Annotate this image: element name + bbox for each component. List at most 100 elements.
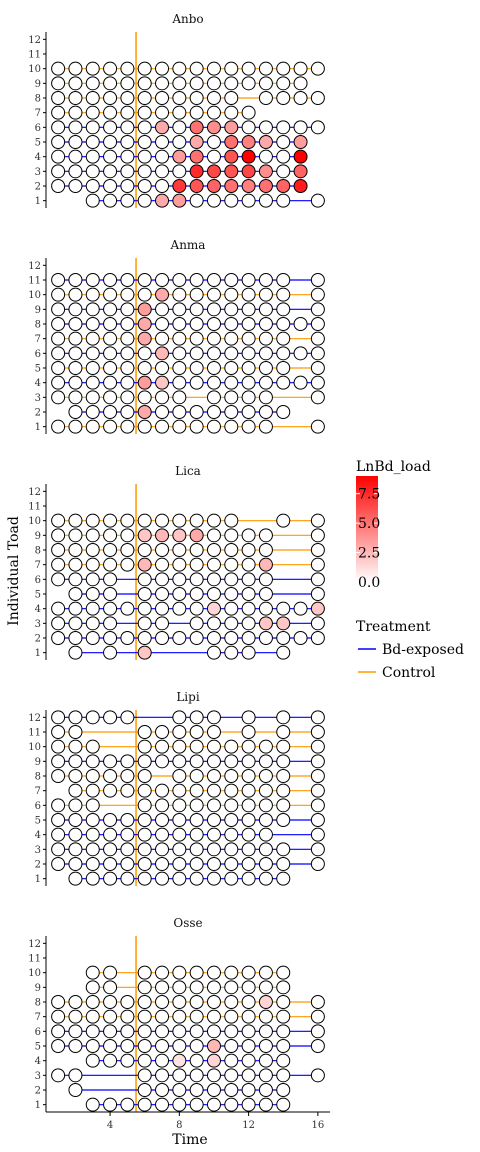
observation-point: [207, 332, 220, 345]
legend: LnBd_load 0.02.55.07.5 Treatment Bd-expo…: [356, 459, 464, 681]
observation-point: [173, 632, 186, 645]
observation-point: [52, 514, 65, 527]
observation-point: [207, 194, 220, 207]
y-tick-label: 1: [35, 1100, 41, 1111]
observation-point: [207, 529, 220, 542]
observation-point: [259, 62, 272, 75]
observation-point: [190, 406, 203, 419]
observation-point: [207, 996, 220, 1009]
observation-point: [277, 1025, 290, 1038]
observation-point: [311, 799, 324, 812]
observation-point: [69, 558, 82, 571]
observation-point: [277, 274, 290, 287]
observation-point: [156, 740, 169, 753]
observation-point: [121, 514, 134, 527]
observation-point: [277, 62, 290, 75]
observation-point: [86, 588, 99, 601]
observation-point: [207, 77, 220, 90]
observation-point: [173, 106, 186, 119]
observation-point: [190, 318, 203, 331]
observation-point: [259, 180, 272, 193]
observation-point: [294, 347, 307, 360]
y-tick-label: 1: [35, 648, 41, 659]
observation-point: [190, 194, 203, 207]
observation-point: [69, 288, 82, 301]
observation-point: [121, 194, 134, 207]
observation-point: [259, 1040, 272, 1053]
y-tick-label: 8: [35, 320, 41, 331]
observation-point: [138, 617, 151, 630]
observation-point: [277, 996, 290, 1009]
observation-point: [86, 1010, 99, 1023]
observation-point: [104, 288, 117, 301]
observation-point: [52, 288, 65, 301]
observation-point: [86, 420, 99, 433]
observation-point: [242, 318, 255, 331]
observation-point: [242, 77, 255, 90]
observation-point: [277, 150, 290, 163]
observation-point: [225, 391, 238, 404]
observation-point: [225, 573, 238, 586]
observation-point: [52, 632, 65, 645]
observation-point: [121, 420, 134, 433]
observation-point: [311, 514, 324, 527]
observation-point: [190, 814, 203, 827]
observation-point: [277, 711, 290, 724]
observation-point: [225, 150, 238, 163]
observation-point: [225, 136, 238, 149]
observation-point: [242, 274, 255, 287]
observation-point: [104, 770, 117, 783]
observation-point: [311, 573, 324, 586]
observation-point: [121, 180, 134, 193]
observation-point: [190, 843, 203, 856]
observation-point: [69, 106, 82, 119]
observation-point: [311, 376, 324, 389]
color-legend-tick-label: 0.0: [358, 575, 380, 591]
observation-point: [138, 646, 151, 659]
x-tick-label: 8: [176, 1120, 182, 1131]
observation-point: [52, 391, 65, 404]
observation-point: [138, 726, 151, 739]
observation-point: [190, 332, 203, 345]
observation-point: [277, 92, 290, 105]
y-axis-title: Individual Toad: [6, 516, 22, 626]
observation-point: [104, 362, 117, 375]
observation-point: [294, 180, 307, 193]
observation-point: [311, 62, 324, 75]
observation-point: [52, 274, 65, 287]
observation-point: [277, 770, 290, 783]
observation-point: [242, 180, 255, 193]
y-tick-label: 7: [35, 1012, 41, 1023]
observation-point: [138, 77, 151, 90]
observation-point: [277, 858, 290, 871]
observation-point: [259, 1010, 272, 1023]
observation-point: [104, 544, 117, 557]
observation-point: [121, 362, 134, 375]
observation-point: [190, 1084, 203, 1097]
observation-point: [190, 711, 203, 724]
observation-point: [52, 799, 65, 812]
observation-point: [173, 1040, 186, 1053]
observation-point: [104, 617, 117, 630]
observation-point: [86, 362, 99, 375]
observation-point: [86, 106, 99, 119]
observation-point: [311, 92, 324, 105]
observation-point: [225, 180, 238, 193]
treatment-legend-label: Control: [382, 665, 436, 681]
observation-point: [311, 1010, 324, 1023]
observation-point: [156, 136, 169, 149]
observation-point: [207, 558, 220, 571]
observation-point: [138, 194, 151, 207]
panel-title: Osse: [173, 916, 202, 930]
observation-point: [190, 1098, 203, 1111]
observation-point: [173, 1054, 186, 1067]
observation-point: [52, 62, 65, 75]
observation-point: [173, 872, 186, 885]
observation-point: [259, 347, 272, 360]
observation-point: [86, 180, 99, 193]
observation-point: [190, 106, 203, 119]
observation-point: [104, 711, 117, 724]
observation-point: [52, 1040, 65, 1053]
observation-point: [259, 799, 272, 812]
